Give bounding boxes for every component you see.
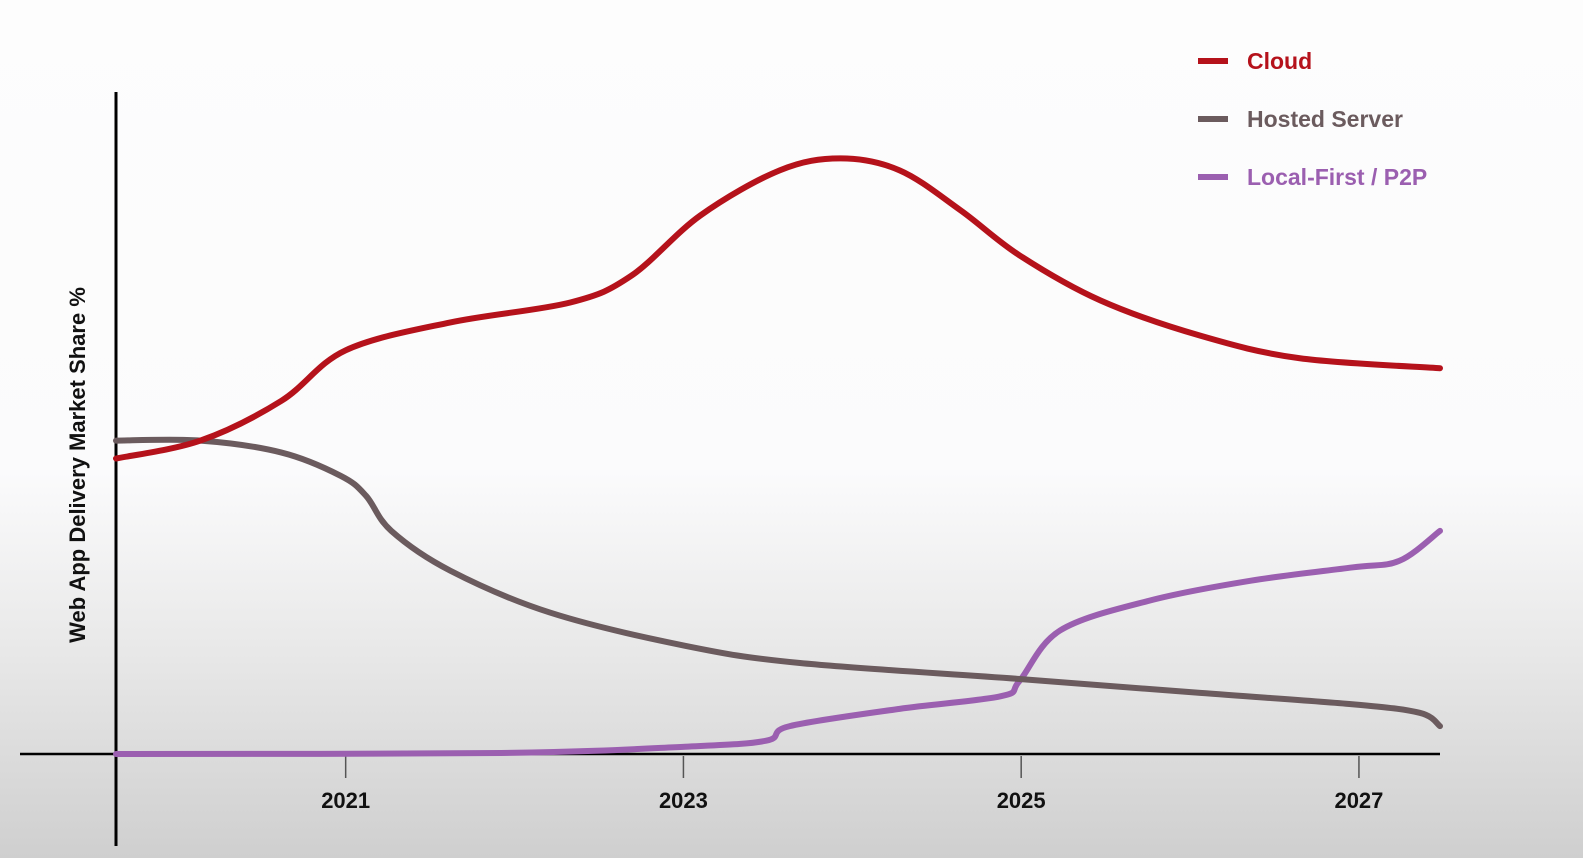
legend-item-hosted-server: Hosted Server (1198, 90, 1427, 148)
legend: Cloud Hosted Server Local-First / P2P (1198, 32, 1427, 206)
x-tick-label: 2027 (1334, 788, 1384, 813)
series-line-cloud (113, 155, 1443, 462)
legend-swatch (1198, 58, 1228, 64)
legend-item-local-first: Local-First / P2P (1198, 148, 1427, 206)
series-line-local-first-p2p (113, 527, 1443, 757)
y-axis-label: Web App Delivery Market Share % (65, 287, 90, 643)
series-line-hosted-server (113, 436, 1443, 730)
legend-label: Local-First / P2P (1247, 163, 1428, 190)
legend-item-cloud: Cloud (1198, 32, 1427, 90)
legend-label: Cloud (1247, 47, 1313, 74)
legend-swatch (1198, 174, 1228, 180)
x-tick-label: 2025 (996, 788, 1046, 813)
x-tick-label: 2021 (321, 788, 371, 813)
legend-swatch (1198, 116, 1228, 122)
legend-label: Hosted Server (1247, 105, 1403, 132)
x-tick-label: 2023 (658, 788, 708, 813)
